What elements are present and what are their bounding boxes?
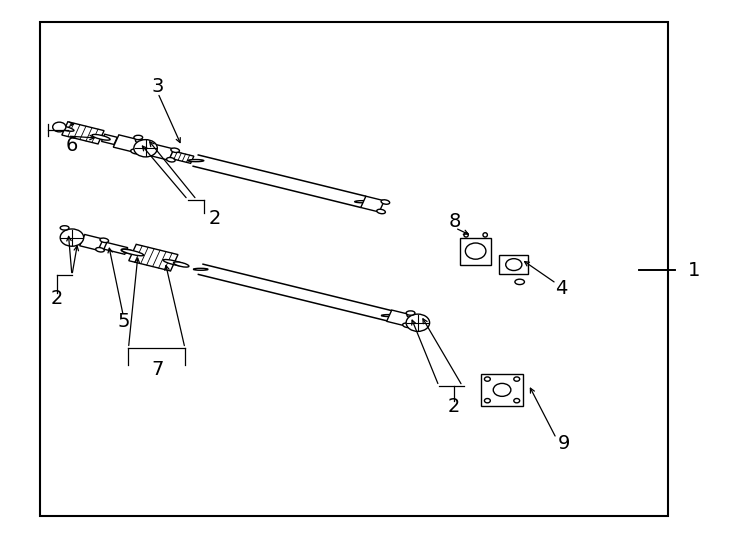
Ellipse shape bbox=[121, 249, 134, 254]
Ellipse shape bbox=[381, 315, 396, 316]
Ellipse shape bbox=[355, 201, 371, 203]
Text: 4: 4 bbox=[556, 279, 567, 299]
Polygon shape bbox=[101, 134, 117, 145]
Polygon shape bbox=[387, 310, 410, 326]
Ellipse shape bbox=[464, 233, 468, 237]
Ellipse shape bbox=[381, 200, 390, 204]
Polygon shape bbox=[128, 244, 178, 271]
Text: 7: 7 bbox=[152, 360, 164, 380]
Polygon shape bbox=[62, 122, 104, 144]
Ellipse shape bbox=[465, 243, 486, 259]
Ellipse shape bbox=[53, 122, 66, 132]
Text: 2: 2 bbox=[448, 396, 459, 416]
Text: 3: 3 bbox=[152, 77, 164, 96]
Text: 2: 2 bbox=[51, 288, 63, 308]
Ellipse shape bbox=[493, 383, 511, 396]
Polygon shape bbox=[103, 242, 128, 254]
Ellipse shape bbox=[167, 158, 175, 162]
Polygon shape bbox=[460, 238, 491, 265]
Polygon shape bbox=[113, 135, 139, 152]
Ellipse shape bbox=[403, 323, 411, 328]
Bar bbox=[40, 22, 668, 516]
Ellipse shape bbox=[95, 247, 104, 252]
Text: 1: 1 bbox=[688, 260, 700, 280]
Text: 2: 2 bbox=[209, 209, 221, 228]
Ellipse shape bbox=[163, 260, 186, 266]
Text: 5: 5 bbox=[117, 312, 130, 331]
Ellipse shape bbox=[188, 159, 204, 161]
Ellipse shape bbox=[121, 249, 144, 256]
Polygon shape bbox=[499, 255, 528, 274]
Ellipse shape bbox=[407, 314, 415, 318]
Ellipse shape bbox=[171, 148, 180, 152]
Ellipse shape bbox=[406, 314, 429, 332]
Text: 9: 9 bbox=[558, 434, 570, 454]
Ellipse shape bbox=[406, 311, 415, 315]
Polygon shape bbox=[80, 234, 103, 251]
Ellipse shape bbox=[506, 259, 522, 271]
Ellipse shape bbox=[136, 139, 145, 144]
Ellipse shape bbox=[134, 140, 157, 157]
Ellipse shape bbox=[193, 268, 208, 271]
Text: 8: 8 bbox=[449, 212, 461, 231]
Polygon shape bbox=[150, 145, 174, 160]
Ellipse shape bbox=[484, 377, 490, 381]
Ellipse shape bbox=[60, 226, 69, 230]
Polygon shape bbox=[360, 196, 385, 212]
Ellipse shape bbox=[100, 238, 109, 242]
Ellipse shape bbox=[131, 149, 140, 154]
Ellipse shape bbox=[514, 399, 520, 403]
Ellipse shape bbox=[484, 399, 490, 403]
Ellipse shape bbox=[56, 125, 74, 131]
Ellipse shape bbox=[377, 210, 385, 214]
Ellipse shape bbox=[173, 262, 189, 267]
Polygon shape bbox=[481, 374, 523, 406]
Text: 6: 6 bbox=[66, 136, 78, 156]
Ellipse shape bbox=[515, 279, 524, 285]
Polygon shape bbox=[170, 151, 194, 163]
Ellipse shape bbox=[60, 229, 84, 246]
Ellipse shape bbox=[514, 377, 520, 381]
Ellipse shape bbox=[483, 233, 487, 237]
Ellipse shape bbox=[92, 134, 110, 140]
Ellipse shape bbox=[134, 136, 142, 140]
